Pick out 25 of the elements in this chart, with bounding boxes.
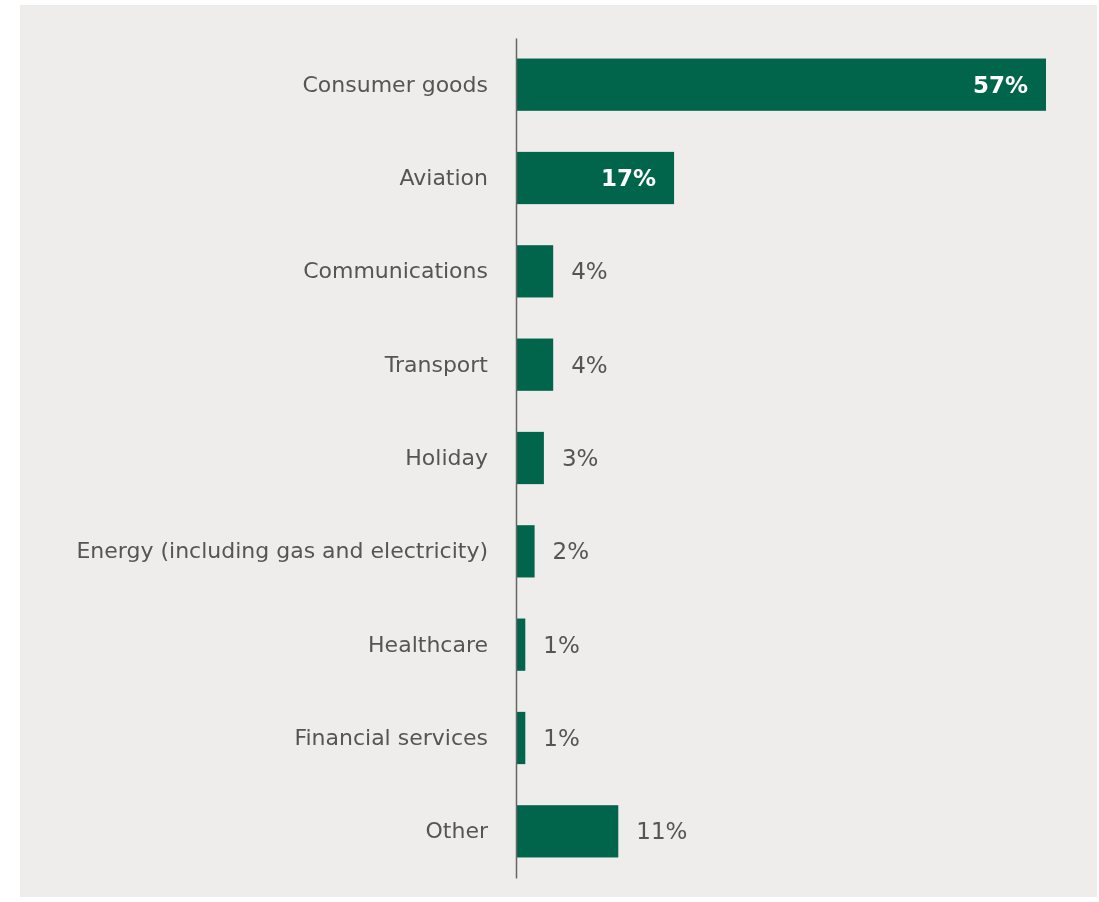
data-label: 57% (972, 71, 1028, 98)
bar (516, 58, 1046, 111)
y-tick-label: Communications (303, 258, 488, 284)
data-label: 4% (571, 351, 608, 378)
bar (516, 245, 554, 298)
data-label: 1% (543, 631, 580, 658)
bar (516, 431, 544, 485)
data-label: 4% (571, 258, 608, 285)
y-tick-label: Energy (including gas and electricity) (76, 538, 488, 564)
data-label: 11% (636, 818, 688, 845)
y-tick-label: Financial services (294, 725, 488, 751)
data-label: 1% (543, 725, 580, 752)
y-tick-label: Holiday (405, 445, 488, 471)
bar (516, 338, 554, 391)
y-tick-label: Other (425, 818, 489, 844)
data-label: 17% (601, 165, 657, 192)
y-tick-label: Healthcare (368, 631, 488, 657)
bar (516, 805, 619, 858)
y-tick-label: Transport (383, 351, 489, 377)
y-tick-label: Consumer goods (302, 71, 488, 97)
y-tick-label: Aviation (399, 165, 488, 191)
data-label: 3% (561, 445, 599, 472)
bar (516, 525, 535, 578)
data-label: 2% (552, 538, 590, 565)
bar (516, 151, 675, 205)
